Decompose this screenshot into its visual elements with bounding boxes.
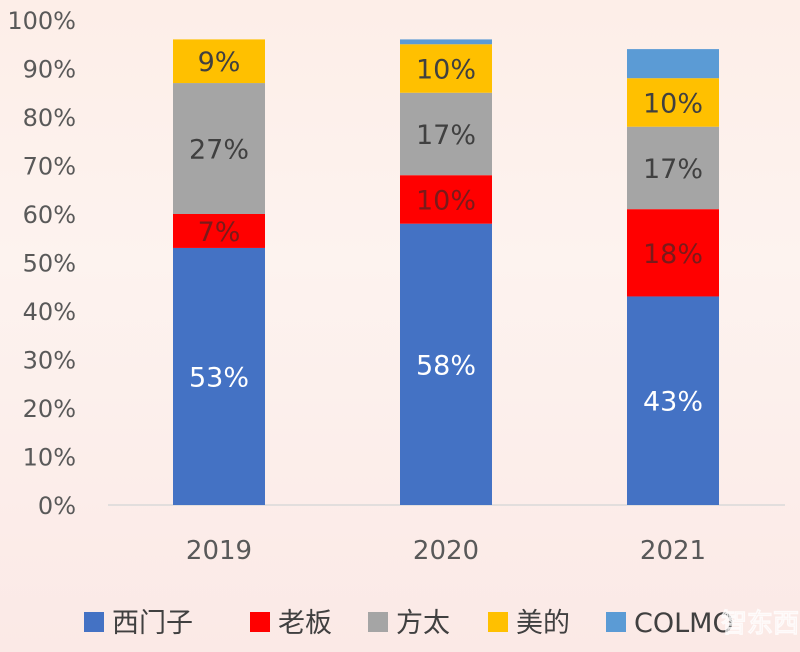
bar-segment	[173, 83, 265, 214]
legend-swatch	[368, 612, 388, 632]
y-tick-label: 20%	[23, 395, 76, 423]
bar-segment	[627, 49, 719, 79]
y-tick-label: 30%	[23, 347, 76, 375]
y-tick-label: 70%	[23, 153, 76, 181]
y-tick-label: 90%	[23, 56, 76, 84]
y-tick-label: 80%	[23, 104, 76, 132]
bar-segment	[400, 44, 492, 93]
data-label: 53%	[189, 362, 249, 393]
bar-segment	[400, 39, 492, 45]
data-label: 10%	[643, 88, 703, 119]
y-tick-label: 60%	[23, 201, 76, 229]
data-label: 27%	[189, 135, 249, 166]
bar-segment	[173, 214, 265, 248]
data-label: 17%	[643, 154, 703, 185]
legend-swatch	[250, 612, 270, 632]
bar-segment	[400, 92, 492, 176]
legend-label: 西门子	[112, 608, 193, 639]
y-tick-label: 10%	[23, 444, 76, 472]
x-tick-label: 2021	[640, 536, 706, 566]
legend-swatch	[84, 612, 104, 632]
watermark-logo: 智东西	[721, 609, 799, 639]
y-tick-label: 0%	[38, 492, 76, 520]
data-label: 17%	[416, 120, 476, 151]
legend-swatch	[488, 612, 508, 632]
data-label: 18%	[643, 239, 703, 270]
legend-label: 方太	[396, 608, 450, 639]
legend-label: COLMO	[634, 608, 734, 639]
y-tick-label: 100%	[7, 7, 76, 35]
bar-segment	[400, 223, 492, 505]
legend-label: 老板	[278, 608, 332, 639]
data-label: 58%	[416, 350, 476, 381]
y-tick-label: 50%	[23, 250, 76, 278]
x-tick-label: 2019	[186, 536, 252, 566]
bar-segment	[627, 126, 719, 210]
y-tick-label: 40%	[23, 298, 76, 326]
x-tick-label: 2020	[413, 536, 479, 566]
bar-segment	[627, 209, 719, 297]
legend-label: 美的	[516, 608, 570, 639]
legend-swatch	[606, 612, 626, 632]
bar-segment	[173, 247, 265, 505]
bar-segment	[400, 175, 492, 224]
data-label: 43%	[643, 387, 703, 418]
data-label: 9%	[198, 47, 241, 78]
bar-segment	[627, 296, 719, 505]
data-label: 10%	[416, 185, 476, 216]
data-label: 7%	[198, 217, 241, 248]
data-label: 10%	[416, 55, 476, 86]
bar-segment	[173, 39, 265, 84]
bar-segment	[627, 78, 719, 127]
